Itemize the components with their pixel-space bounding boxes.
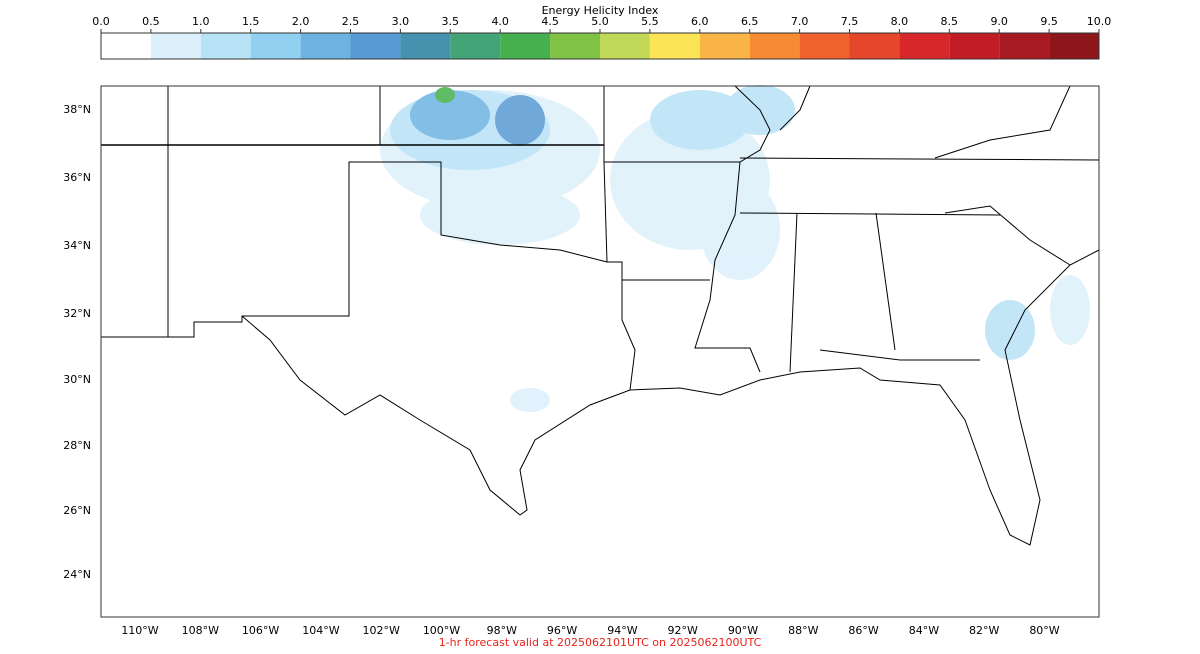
contours <box>380 85 1090 412</box>
colorbar-title: Energy Helicity Index <box>542 4 659 17</box>
colorbar-cell <box>1049 33 1099 59</box>
footer: 1-hr forecast valid at 2025062101UTC on … <box>439 636 762 649</box>
colorbar-tick-label: 9.5 <box>1040 15 1058 28</box>
colorbar-cell <box>450 33 501 59</box>
colorbar-tick-label: 8.0 <box>891 15 909 28</box>
lat-label: 24°N <box>63 568 91 581</box>
colorbar-tick-label: 5.0 <box>591 15 609 28</box>
map-background <box>101 86 1099 617</box>
colorbar-tick-label: 2.5 <box>342 15 360 28</box>
colorbar-cell <box>849 33 900 59</box>
lon-label: 98°W <box>487 624 517 637</box>
colorbar-tick-label: 6.5 <box>741 15 759 28</box>
colorbar-tick-label: 7.0 <box>791 15 809 28</box>
colorbar-cell <box>600 33 650 59</box>
colorbar-cell <box>200 33 251 59</box>
lon-label: 106°W <box>242 624 279 637</box>
colorbar-cell <box>350 33 401 59</box>
colorbar-tick-label: 1.0 <box>192 15 210 28</box>
colorbar-tick-label: 5.5 <box>641 15 659 28</box>
map-frame <box>100 85 1100 618</box>
lon-label: 96°W <box>547 624 577 637</box>
colorbar-cell <box>550 33 600 59</box>
colorbar-frame <box>100 32 1100 60</box>
colorbar-cell <box>699 33 750 59</box>
colorbar-cell <box>899 33 950 59</box>
lat-label: 36°N <box>63 171 91 184</box>
lon-label: 108°W <box>182 624 219 637</box>
colorbar-cell <box>150 33 201 59</box>
colorbar-tick-label: 3.0 <box>392 15 410 28</box>
lon-label: 100°W <box>423 624 460 637</box>
colorbar-cell <box>500 33 551 59</box>
lat-labels: 38°N 36°N 34°N 32°N 30°N 28°N 26°N 24°N <box>63 103 91 581</box>
colorbar-tick-label: 7.5 <box>841 15 859 28</box>
lon-label: 102°W <box>363 624 400 637</box>
lon-label: 92°W <box>668 624 698 637</box>
lon-labels: 110°W 108°W 106°W 104°W 102°W 100°W 98°W 96°W 94… <box>121 624 1059 637</box>
colorbar-tick-label: 4.5 <box>541 15 559 28</box>
colorbar-cell <box>799 33 850 59</box>
lon-label: 110°W <box>121 624 158 637</box>
colorbar-tick-label: 0.5 <box>142 15 160 28</box>
lat-label: 32°N <box>63 307 91 320</box>
colorbar-tick-label: 8.5 <box>941 15 959 28</box>
map <box>100 85 1100 618</box>
lon-label: 86°W <box>848 624 878 637</box>
colorbar-cell <box>300 33 351 59</box>
lat-label: 28°N <box>63 439 91 452</box>
lon-label: 84°W <box>909 624 939 637</box>
lat-label: 34°N <box>63 239 91 252</box>
colorbar-tick-label: 6.0 <box>691 15 709 28</box>
lon-label: 94°W <box>607 624 637 637</box>
colorbar-cell <box>400 33 451 59</box>
colorbar-cell <box>101 33 151 59</box>
colorbar-cell <box>949 33 1000 59</box>
lon-label: 90°W <box>728 624 758 637</box>
colorbar-tick-label: 4.0 <box>491 15 509 28</box>
lon-label: 104°W <box>302 624 339 637</box>
colorbar: 0.0 0.5 1.0 1.5 2.0 2.5 3.0 3.5 4.0 4.5 5.0 5.5 6.0 6… <box>92 15 1111 59</box>
lat-label: 38°N <box>63 103 91 116</box>
lon-label: 82°W <box>969 624 999 637</box>
colorbar-cell <box>649 33 700 59</box>
colorbar-cell <box>749 33 800 59</box>
lon-label: 88°W <box>788 624 818 637</box>
colorbar-tick-label: 0.0 <box>92 15 110 28</box>
lon-label: 80°W <box>1029 624 1059 637</box>
colorbar-tick-label: 1.5 <box>242 15 260 28</box>
colorbar-cell <box>999 33 1050 59</box>
colorbar-tick-label: 2.0 <box>292 15 310 28</box>
colorbar-tick-label: 3.5 <box>442 15 460 28</box>
lat-label: 26°N <box>63 504 91 517</box>
lat-label: 30°N <box>63 373 91 386</box>
colorbar-tick-label: 9.0 <box>990 15 1008 28</box>
colorbar-cell <box>250 33 301 59</box>
boundaries <box>101 85 1100 546</box>
colorbar-tick-label: 10.0 <box>1087 15 1112 28</box>
